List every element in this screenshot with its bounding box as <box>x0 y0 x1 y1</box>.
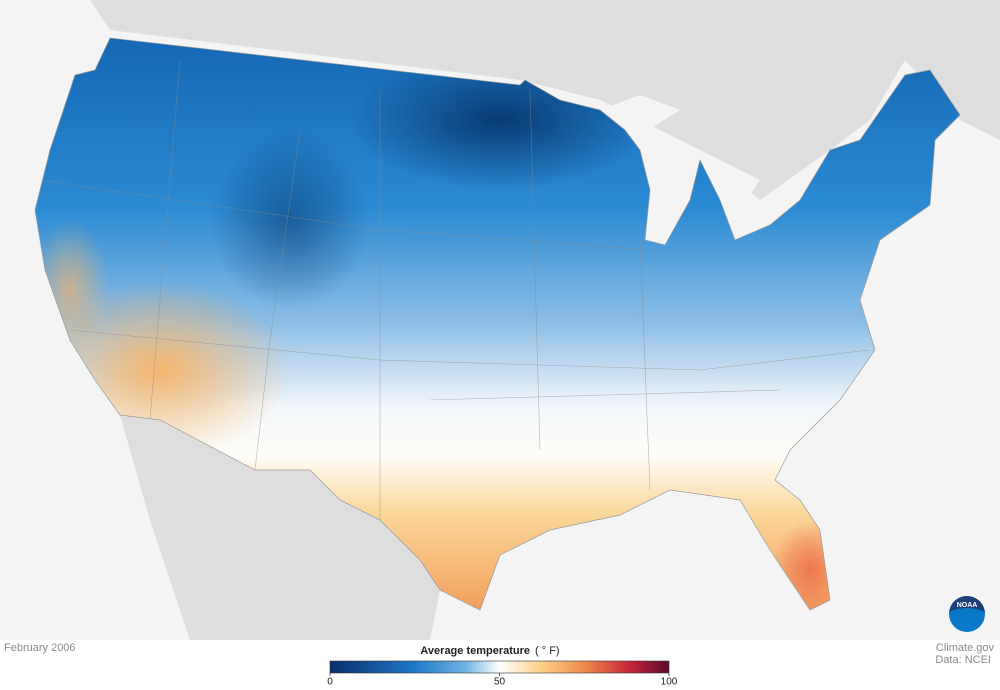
legend-title: Average temperature ( ° F) <box>420 645 559 657</box>
legend: Average temperature ( ° F) 0 50 100 <box>327 645 678 688</box>
mexico-land <box>120 415 440 640</box>
color-bar <box>329 660 670 674</box>
data-credit: Data: NCEI <box>935 654 991 666</box>
site-credit: Climate.gov <box>936 642 995 654</box>
tick-label: 50 <box>494 677 506 688</box>
legend-title-text: Average temperature <box>420 645 530 657</box>
us-outline <box>34 37 961 611</box>
logo-text: NOAA <box>957 602 978 609</box>
logo-top <box>949 596 985 614</box>
date-label: February 2006 <box>4 642 76 654</box>
state-borders <box>39 59 871 520</box>
canada-land <box>60 0 1000 200</box>
tick-label: 100 <box>661 677 678 688</box>
legend-unit: ( ° F) <box>535 645 560 657</box>
tick-label: 0 <box>327 677 333 688</box>
noaa-logo: NOAA <box>949 596 985 632</box>
cold-region <box>210 130 370 310</box>
